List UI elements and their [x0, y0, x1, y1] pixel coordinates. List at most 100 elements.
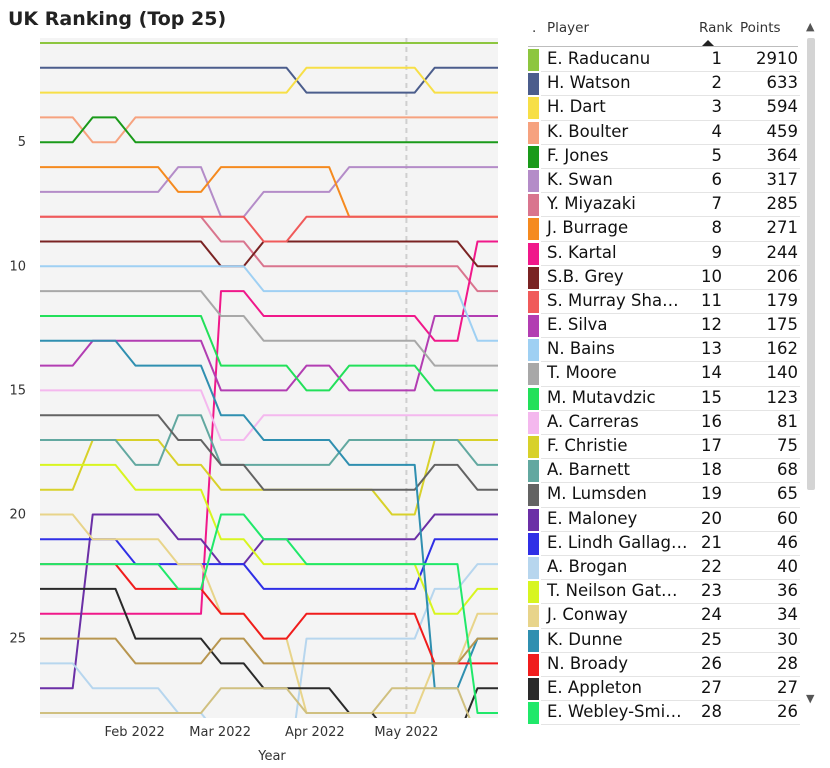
table-row[interactable]: E. Webley-Smi… 28 26 — [528, 701, 800, 726]
y-axis-ticks: 5 10 15 20 25 — [9, 135, 26, 646]
series-line — [40, 414, 498, 491]
color-swatch — [528, 266, 539, 289]
player-name: K. Dunne — [547, 629, 623, 649]
player-points: 75 — [777, 436, 798, 455]
table-row[interactable]: S.B. Grey 10 206 — [528, 266, 800, 290]
table-row[interactable]: H. Watson 2 633 — [528, 72, 800, 97]
table-row[interactable]: A. Barnett 18 68 — [528, 459, 800, 484]
player-points: 68 — [777, 460, 798, 480]
player-rank: 25 — [701, 629, 722, 649]
sort-ascending-icon[interactable] — [702, 40, 714, 46]
table-row[interactable]: Y. Miyazaki 7 285 — [528, 193, 800, 218]
player-rank: 20 — [701, 508, 722, 528]
color-swatch — [528, 484, 539, 507]
series-line — [40, 389, 498, 441]
points-column-header[interactable]: Points — [740, 20, 781, 36]
scroll-thumb[interactable] — [807, 38, 815, 490]
player-rank: 7 — [711, 194, 723, 214]
table-row[interactable]: K. Dunne 25 30 — [528, 629, 800, 653]
series-line — [40, 116, 498, 144]
player-name: A. Barnett — [547, 460, 630, 480]
header-divider — [528, 46, 798, 47]
player-rank: 18 — [701, 460, 722, 480]
player-name: E. Appleton — [547, 677, 642, 697]
player-points: 34 — [777, 605, 798, 625]
row-divider — [541, 700, 800, 702]
table-row[interactable]: F. Jones 5 364 — [528, 145, 800, 169]
player-points: 244 — [766, 242, 799, 262]
table-row[interactable]: K. Swan 6 317 — [528, 169, 800, 194]
table-row[interactable]: S. Kartal 9 244 — [528, 242, 800, 266]
sort-column-header[interactable]: . — [532, 20, 537, 36]
table-body: E. Raducanu 1 2910 H. Watson 2 633 H. Dart 3 594… — [528, 48, 800, 728]
scroll-up-icon[interactable]: ▲ — [806, 20, 815, 33]
player-name: H. Dart — [547, 97, 606, 117]
player-column-header[interactable]: Player — [547, 20, 590, 36]
x-tick-label: Feb 2022 — [105, 725, 165, 740]
color-swatch — [528, 218, 539, 241]
row-divider — [541, 554, 800, 556]
row-divider — [541, 95, 800, 97]
table-row[interactable]: N. Broady 26 28 — [528, 653, 800, 677]
table-row[interactable]: M. Lumsden 19 65 — [528, 483, 800, 508]
table-row[interactable]: S. Murray Sha… 11 179 — [528, 290, 800, 315]
player-rank: 10 — [701, 266, 722, 286]
table-row[interactable]: T. Moore 14 140 — [528, 362, 800, 387]
player-rank: 3 — [711, 97, 723, 117]
table-row[interactable]: M. Mutavdzic 15 123 — [528, 387, 800, 411]
player-name: N. Bains — [547, 339, 615, 359]
player-name: Y. Miyazaki — [547, 194, 636, 214]
row-divider — [541, 579, 800, 581]
player-points: 459 — [766, 121, 799, 141]
table-row[interactable]: A. Carreras 16 81 — [528, 411, 800, 435]
row-divider — [541, 458, 800, 460]
color-swatch — [528, 339, 539, 362]
ranking-table: . Player Rank Points E. Raducanu 1 2910 H. … — [528, 14, 818, 726]
color-swatch — [528, 411, 539, 434]
color-swatch — [528, 169, 539, 192]
table-row[interactable]: E. Raducanu 1 2910 — [528, 48, 800, 73]
player-points: 60 — [777, 508, 798, 528]
scroll-down-icon[interactable]: ▼ — [806, 692, 815, 705]
table-row[interactable]: E. Lindh Gallag… 21 46 — [528, 532, 800, 556]
table-row[interactable]: J. Conway 24 34 — [528, 604, 800, 629]
player-points: 271 — [766, 218, 799, 238]
table-row[interactable]: N. Bains 13 162 — [528, 338, 800, 363]
player-points: 26 — [777, 702, 798, 722]
color-swatch — [528, 436, 539, 458]
row-divider — [541, 167, 800, 169]
table-row[interactable]: K. Boulter 4 459 — [528, 121, 800, 145]
table-row[interactable]: H. Dart 3 594 — [528, 96, 800, 121]
y-tick-label: 5 — [18, 135, 26, 150]
player-rank: 21 — [701, 532, 722, 552]
series-line — [40, 290, 498, 367]
series-line — [40, 265, 498, 342]
table-row[interactable]: T. Neilson Gat… 23 36 — [528, 580, 800, 605]
table-scrollbar[interactable]: ▲ ▼ — [804, 20, 818, 710]
line-chart: 5 10 15 20 25 Feb 2022 Mar 2022 Apr 2022 May 20… — [9, 38, 498, 764]
row-divider — [541, 288, 800, 290]
table-row[interactable]: E. Maloney 20 60 — [528, 508, 800, 532]
player-points: 594 — [766, 97, 799, 117]
player-rank: 1 — [711, 49, 723, 68]
player-name: E. Webley-Smi… — [547, 702, 682, 722]
player-rank: 22 — [701, 556, 722, 576]
player-name: F. Christie — [547, 436, 628, 455]
color-swatch — [528, 556, 539, 579]
table-row[interactable]: J. Burrage 8 271 — [528, 217, 800, 242]
rank-column-header[interactable]: Rank — [699, 20, 733, 36]
table-row[interactable]: E. Silva 12 175 — [528, 314, 800, 339]
table-row[interactable]: A. Brogan 22 40 — [528, 556, 800, 581]
player-rank: 16 — [701, 411, 722, 431]
x-tick-label: Apr 2022 — [285, 725, 345, 740]
row-divider — [541, 216, 800, 218]
player-points: 633 — [766, 73, 799, 93]
y-tick-label: 25 — [9, 632, 26, 647]
player-name: N. Broady — [547, 653, 629, 673]
table-row[interactable]: E. Appleton 27 27 — [528, 677, 800, 702]
series-line — [40, 215, 498, 243]
player-rank: 24 — [701, 605, 722, 625]
table-row[interactable]: F. Christie 17 75 — [528, 435, 800, 460]
row-divider — [541, 506, 800, 508]
player-name: E. Raducanu — [547, 49, 651, 68]
